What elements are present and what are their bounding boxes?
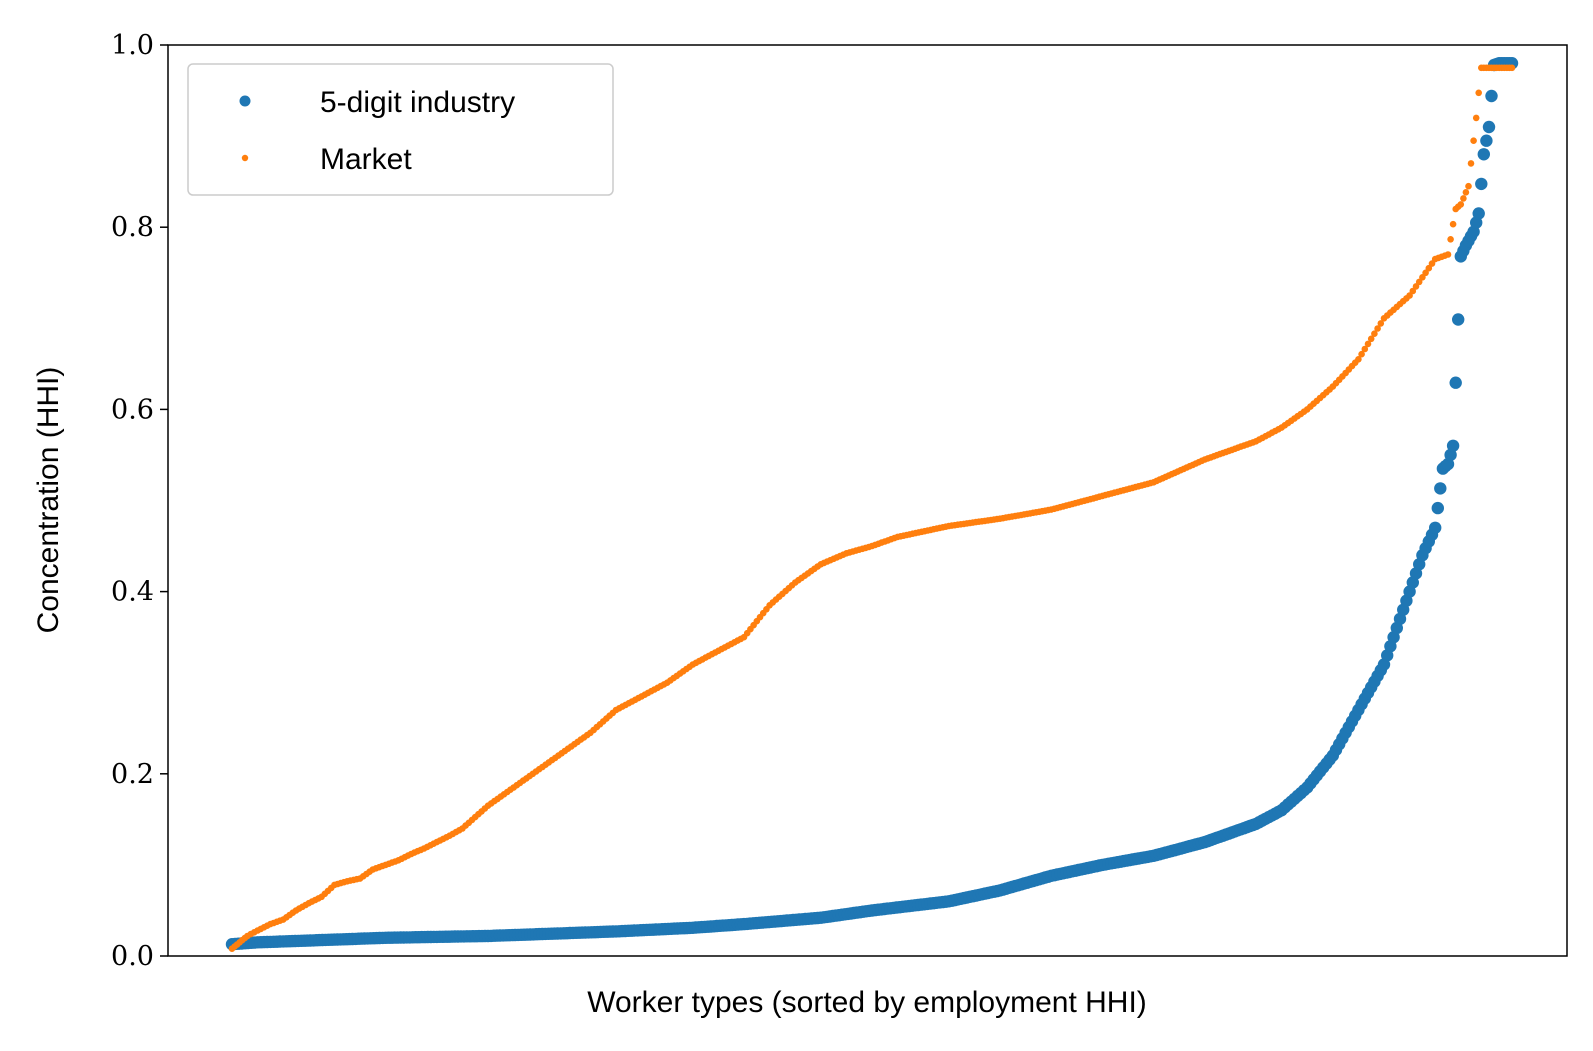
legend: 5-digit industry Market <box>187 63 614 196</box>
data-points <box>225 57 1519 952</box>
y-tick-label: 0.4 <box>111 577 154 608</box>
legend-label-5-digit-industry: 5-digit industry <box>320 86 515 119</box>
series-5-digit-industry <box>225 57 1519 951</box>
data-point <box>1415 278 1423 286</box>
y-tick-label: 0.8 <box>111 212 154 243</box>
data-point <box>1449 220 1457 228</box>
y-tick-label: 0.6 <box>111 394 154 425</box>
data-point <box>1465 182 1472 190</box>
data-point <box>1482 120 1496 134</box>
y-tick-label: 0.0 <box>111 941 154 972</box>
data-point <box>1444 251 1452 258</box>
y-tick-label: 1.0 <box>111 30 154 61</box>
series-market <box>228 64 1516 952</box>
legend-marker-5-digit-industry <box>239 95 251 107</box>
data-point <box>1374 325 1381 332</box>
data-point <box>1462 189 1470 196</box>
legend-label-market: Market <box>320 143 412 176</box>
data-point <box>1508 64 1516 72</box>
data-point <box>1446 439 1460 452</box>
data-point <box>1460 195 1467 202</box>
data-point <box>1367 335 1375 343</box>
data-point <box>1475 89 1482 97</box>
data-point <box>1485 89 1498 103</box>
data-point <box>1371 330 1378 338</box>
data-point <box>1361 345 1369 353</box>
legend-marker-market <box>241 154 249 162</box>
data-point <box>1449 376 1462 389</box>
data-point <box>1429 521 1442 534</box>
data-point <box>1355 356 1362 363</box>
data-point <box>1425 264 1433 272</box>
data-point <box>1472 114 1480 122</box>
data-point <box>1409 287 1417 295</box>
data-point <box>1452 313 1465 326</box>
data-point <box>1364 340 1372 348</box>
data-point <box>1358 350 1365 358</box>
data-point <box>1475 177 1488 191</box>
data-point <box>1457 201 1465 208</box>
data-point <box>1434 482 1447 495</box>
data-point <box>1472 207 1485 220</box>
y-tick-label: 0.2 <box>111 759 154 790</box>
data-point <box>1470 137 1477 144</box>
data-point <box>1377 320 1385 327</box>
y-axis: 0.0 0.2 0.4 0.6 0.8 1.0 <box>111 30 168 972</box>
data-point <box>1480 134 1493 147</box>
data-point <box>1477 148 1491 161</box>
plot-frame <box>167 44 1568 957</box>
data-point <box>1431 501 1445 515</box>
y-axis-title: Concentration (HHI) <box>32 367 65 634</box>
data-point <box>1422 269 1429 277</box>
x-axis-title: Worker types (sorted by employment HHI) <box>587 986 1147 1019</box>
legend-box <box>187 63 614 196</box>
data-point <box>1447 236 1454 243</box>
data-point <box>1467 160 1475 167</box>
